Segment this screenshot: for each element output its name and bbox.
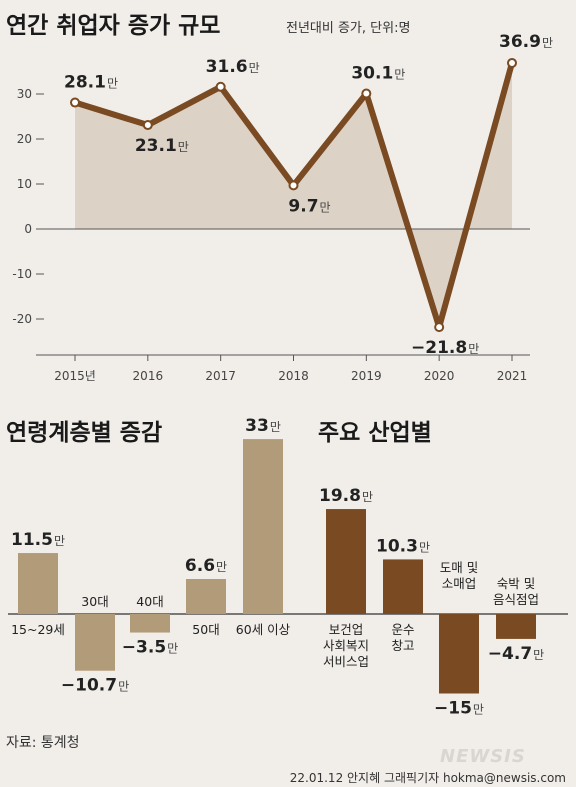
age-bar-value: −3.5만 xyxy=(122,638,178,658)
x-tick-label: 2021 xyxy=(497,369,528,383)
data-label: 9.7만 xyxy=(288,196,330,216)
data-label: −21.8만 xyxy=(411,338,479,358)
industry-bar-value: 10.3만 xyxy=(376,536,430,556)
data-point xyxy=(434,322,445,333)
x-tick-label: 2019 xyxy=(351,369,382,383)
age-category-label: 30대 xyxy=(81,594,108,609)
age-category-label: 60세 이상 xyxy=(236,622,291,637)
data-label: 31.6만 xyxy=(206,57,260,77)
age-category-label: 50대 xyxy=(192,622,219,637)
x-tick-label: 2015년 xyxy=(54,369,96,383)
line-area-fill xyxy=(75,62,512,328)
y-tick-label: 10 xyxy=(17,177,32,191)
age-bar-value: −10.7만 xyxy=(61,676,129,696)
age-bar-value: 11.5만 xyxy=(11,530,65,550)
age-bar xyxy=(75,614,115,671)
age-bar-value: 6.6만 xyxy=(185,556,227,576)
industry-bar xyxy=(383,559,423,614)
line-chart: 30 20 10 0 -10 -20 2015년 2016 2017 2018 2019 2020 20… xyxy=(12,32,553,383)
y-tick-label: 30 xyxy=(17,87,32,101)
industry-bar xyxy=(326,509,366,614)
data-point xyxy=(142,120,153,131)
industry-bar-value: 19.8만 xyxy=(319,486,373,506)
data-point xyxy=(215,81,226,92)
age-category-label: 15~29세 xyxy=(11,622,65,637)
x-tick-label: 2018 xyxy=(278,369,309,383)
y-tick-label: 20 xyxy=(17,132,32,146)
y-tick-label: -10 xyxy=(12,267,32,281)
y-tick-label: -20 xyxy=(12,312,32,326)
credit-line: 22.01.12 안지혜 그래픽기자 hokma@newsis.com xyxy=(290,771,566,785)
industry-bar-value: −15만 xyxy=(434,699,484,719)
data-label: 36.9만 xyxy=(499,32,553,52)
industry-category-label: 도매 및 소매업 xyxy=(440,560,478,591)
age-chart-title: 연령계층별 증감 xyxy=(6,420,162,446)
x-tick-label: 2020 xyxy=(424,369,455,383)
data-point xyxy=(70,97,80,108)
data-point xyxy=(288,180,299,191)
data-label: 23.1만 xyxy=(135,136,189,156)
bar-charts: 11.5만 −10.7만 −3.5만 6.6만 33만 15~29세 30대 40대 50대 60… xyxy=(8,416,568,719)
data-label: 30.1만 xyxy=(351,64,405,84)
industry-category-label: 숙박 및 음식점업 xyxy=(493,576,539,607)
x-tick-label: 2017 xyxy=(205,369,236,383)
page-title: 연간 취업자 증가 규모 xyxy=(6,13,220,39)
age-bar-value: 33만 xyxy=(245,416,281,436)
newsis-logo: NEWSIS xyxy=(440,746,526,767)
industry-chart-title: 주요 산업별 xyxy=(318,420,432,446)
page-subtitle: 전년대비 증가, 단위:명 xyxy=(286,21,410,36)
age-bar xyxy=(130,614,170,633)
data-point xyxy=(507,57,517,68)
age-bar xyxy=(186,579,226,614)
y-tick-label: 0 xyxy=(24,222,32,236)
age-category-label: 40대 xyxy=(136,594,163,609)
industry-bar xyxy=(496,614,536,639)
source-note: 자료: 통계청 xyxy=(6,735,80,751)
age-bar xyxy=(18,553,58,614)
age-bar xyxy=(243,439,283,614)
data-label: 28.1만 xyxy=(64,73,118,93)
data-point xyxy=(361,88,372,99)
industry-category-label: 운수 창고 xyxy=(391,622,414,653)
industry-category-label: 보건업 사회복지 서비스업 xyxy=(323,622,369,669)
industry-bar xyxy=(439,614,479,694)
x-tick-label: 2016 xyxy=(133,369,164,383)
industry-bar-value: −4.7만 xyxy=(488,644,544,664)
